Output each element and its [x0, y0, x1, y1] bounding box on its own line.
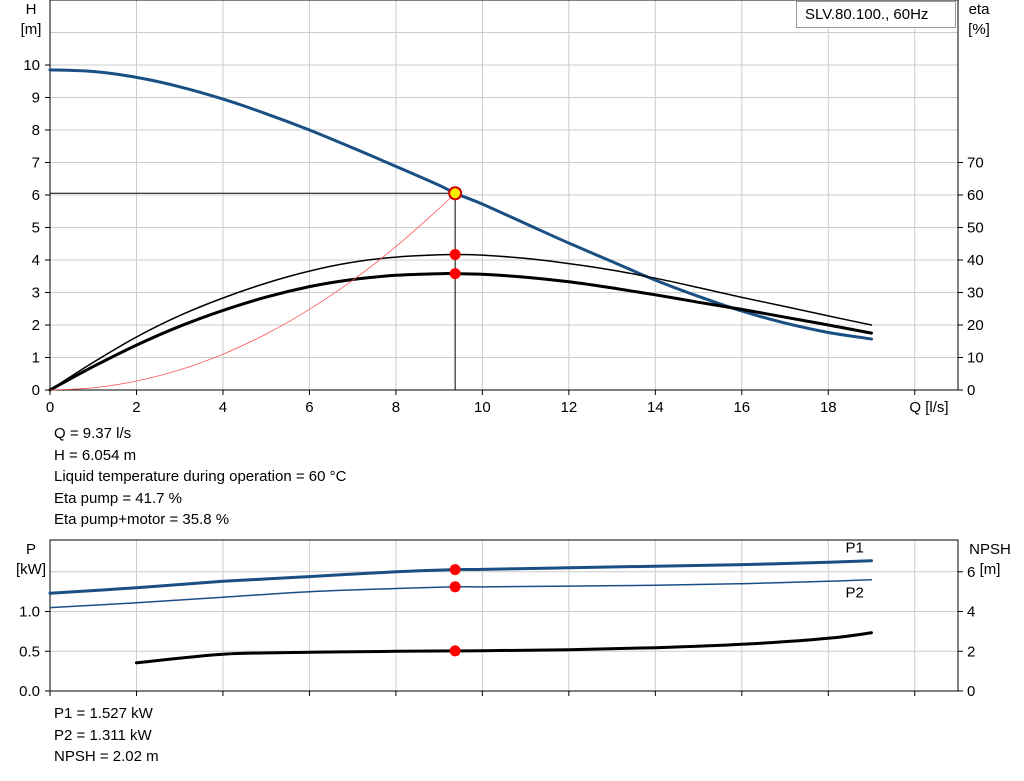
- left-axis-tick-label: 7: [32, 155, 40, 172]
- system-curve: [49, 192, 456, 391]
- left-axis-tick-label: 4: [32, 252, 40, 269]
- npsh-curve: [135, 631, 873, 665]
- left-axis-tick-label: 1: [32, 350, 40, 367]
- liquid-temperature-readout: Liquid temperature during operation = 60…: [54, 468, 347, 485]
- left-axis-tick-label: 6: [32, 187, 40, 204]
- operating-point-readouts: Q = 9.37 l/s H = 6.054 m Liquid temperat…: [54, 423, 346, 531]
- right-axis-tick-label: 40: [967, 252, 984, 269]
- right-axis-tick-label: 4: [967, 604, 975, 621]
- left-axis-tick-label: 3: [32, 285, 40, 302]
- x-axis-tick-label: 4: [219, 399, 227, 416]
- right-axis-title: eta: [969, 1, 991, 18]
- right-axis-unit: [%]: [968, 21, 990, 38]
- right-axis-title: NPSH: [969, 541, 1011, 558]
- power-npsh-chart: 0.0 0.5 1.0 0 2 4 6 P [kW] NPSH [m] P1 P2: [16, 539, 1011, 700]
- right-axis-tick-label: 2: [967, 643, 975, 660]
- power-readouts: P1 = 1.527 kW P2 = 1.311 kW NPSH = 2.02 …: [54, 703, 159, 768]
- x-axis-tick-label: 0: [46, 399, 54, 416]
- left-axis-unit: [m]: [21, 21, 42, 38]
- p1-marker: [449, 564, 461, 576]
- eta-pump-motor-readout: Eta pump+motor = 35.8 %: [54, 511, 230, 528]
- eta-pump-motor-curve: [48, 272, 873, 392]
- eta-pump-marker: [449, 248, 461, 260]
- left-axis-tick-label: 1.0: [19, 604, 40, 621]
- x-axis-tick-label: 6: [305, 399, 313, 416]
- p2-curve: [49, 578, 873, 609]
- npsh-marker: [449, 645, 461, 657]
- flow-readout: Q = 9.37 l/s: [54, 425, 132, 442]
- x-axis-tick-label: 8: [392, 399, 400, 416]
- right-axis-tick-label: 0: [967, 683, 975, 700]
- pump-model-legend: SLV.80.100., 60Hz: [796, 1, 956, 28]
- left-axis-tick-label: 2: [32, 317, 40, 334]
- right-axis-tick-label: 10: [967, 350, 984, 367]
- plot-frame: [49, 539, 959, 692]
- x-axis-tick-label: 14: [647, 399, 664, 416]
- p2-readout: P2 = 1.311 kW: [54, 726, 152, 744]
- p2-marker: [449, 581, 461, 593]
- right-axis-tick-label: 30: [967, 285, 984, 302]
- left-axis-tick-label: 10: [23, 57, 40, 74]
- right-axis-unit: [m]: [980, 561, 1001, 578]
- right-axis-tick-label: 50: [967, 220, 984, 237]
- left-axis-tick-label: 0.5: [19, 643, 40, 660]
- left-axis-title: P: [26, 541, 36, 558]
- head-readout: H = 6.054 m: [54, 446, 137, 464]
- left-axis-tick-label: 0: [32, 382, 40, 399]
- x-axis-tick-label: 2: [132, 399, 140, 416]
- left-axis-unit: [kW]: [16, 561, 46, 578]
- x-axis-title: Q [l/s]: [909, 399, 948, 416]
- x-axis-tick-label: 18: [820, 399, 837, 416]
- operating-point-marker: [448, 186, 463, 201]
- p1-readout: P1 = 1.527 kW: [54, 705, 153, 722]
- x-axis-tick-label: 10: [474, 399, 491, 416]
- left-axis-tick-label: 8: [32, 122, 40, 139]
- left-axis-tick-label: 9: [32, 90, 40, 107]
- eta-pump-motor-marker: [449, 268, 461, 280]
- x-axis-tick-label: 12: [561, 399, 578, 416]
- eta-pump-readout: Eta pump = 41.7 %: [54, 489, 182, 507]
- left-axis-tick-label: 0.0: [19, 683, 40, 700]
- x-axis-tick-label: 16: [733, 399, 750, 416]
- left-axis-tick-label: 5: [32, 220, 40, 237]
- npsh-readout: NPSH = 2.02 m: [54, 748, 159, 765]
- series-label-p1: P1: [846, 540, 864, 557]
- left-axis-title: H: [26, 1, 37, 18]
- series-label-p2: P2: [846, 585, 864, 602]
- right-axis-tick-label: 6: [967, 564, 975, 581]
- right-axis-tick-label: 20: [967, 317, 984, 334]
- right-axis-tick-label: 70: [967, 155, 984, 172]
- right-axis-tick-label: 60: [967, 187, 984, 204]
- right-axis-tick-label: 0: [967, 382, 975, 399]
- p1-curve: [48, 559, 873, 595]
